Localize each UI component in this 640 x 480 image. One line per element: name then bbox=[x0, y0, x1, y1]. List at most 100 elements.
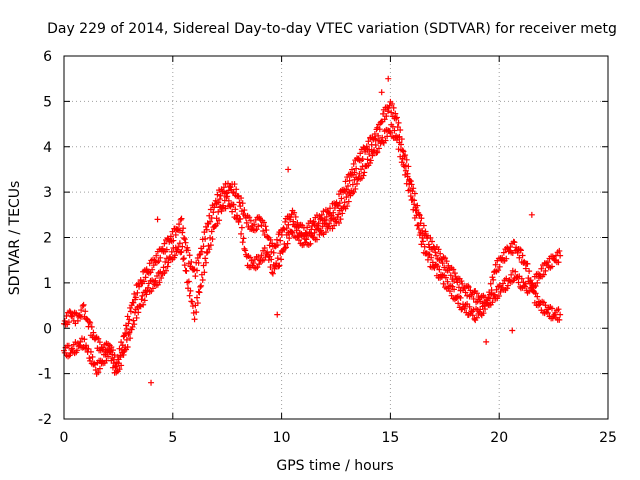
data-point bbox=[140, 301, 147, 308]
data-point bbox=[202, 259, 209, 266]
data-point bbox=[349, 181, 356, 188]
data-point bbox=[433, 252, 440, 259]
data-point bbox=[194, 300, 201, 307]
data-point bbox=[407, 178, 414, 185]
data-point bbox=[185, 278, 192, 285]
data-point bbox=[486, 295, 493, 302]
data-point bbox=[315, 220, 322, 227]
x-axis-label: GPS time / hours bbox=[276, 458, 393, 474]
data-point bbox=[86, 355, 93, 362]
data-point bbox=[195, 288, 202, 295]
data-point bbox=[107, 348, 114, 355]
data-point bbox=[420, 238, 427, 245]
data-point bbox=[482, 306, 489, 313]
data-point bbox=[398, 136, 405, 143]
data-point bbox=[500, 280, 507, 287]
data-point bbox=[231, 181, 238, 188]
data-point bbox=[311, 229, 318, 236]
data-point bbox=[469, 312, 476, 319]
data-point bbox=[195, 259, 202, 266]
data-point bbox=[270, 249, 277, 256]
data-point bbox=[187, 287, 194, 294]
data-point bbox=[276, 262, 283, 269]
data-point bbox=[526, 268, 533, 275]
data-point bbox=[424, 256, 431, 263]
data-point bbox=[241, 207, 248, 214]
data-point bbox=[87, 348, 94, 355]
data-point bbox=[116, 366, 123, 373]
data-point bbox=[167, 233, 174, 240]
data-point bbox=[269, 269, 276, 276]
data-point bbox=[65, 342, 72, 349]
data-point bbox=[544, 309, 551, 316]
data-point bbox=[351, 169, 358, 176]
data-point bbox=[542, 302, 549, 309]
data-point bbox=[232, 206, 239, 213]
data-point bbox=[323, 213, 330, 220]
y-tick-label: 0 bbox=[43, 321, 52, 337]
data-point bbox=[450, 266, 457, 273]
data-point bbox=[189, 298, 196, 305]
data-point bbox=[415, 221, 422, 228]
data-point bbox=[514, 249, 521, 256]
data-point bbox=[492, 261, 499, 268]
outlier-point bbox=[143, 266, 150, 273]
data-point bbox=[91, 360, 98, 367]
data-point bbox=[211, 204, 218, 211]
data-point bbox=[406, 181, 413, 188]
data-point bbox=[197, 283, 204, 290]
data-point bbox=[194, 267, 201, 274]
data-point bbox=[519, 252, 526, 259]
data-point bbox=[490, 276, 497, 283]
data-point bbox=[318, 211, 325, 218]
data-point bbox=[413, 212, 420, 219]
data-point bbox=[186, 292, 193, 299]
data-point bbox=[172, 231, 179, 238]
data-point bbox=[239, 200, 246, 207]
data-point bbox=[544, 259, 551, 266]
data-point bbox=[345, 198, 352, 205]
data-point bbox=[517, 247, 524, 254]
data-point bbox=[124, 313, 131, 320]
data-point bbox=[239, 239, 246, 246]
data-point bbox=[389, 123, 396, 130]
data-point bbox=[435, 246, 442, 253]
data-point bbox=[418, 215, 425, 222]
data-point bbox=[79, 302, 86, 309]
data-point bbox=[215, 208, 222, 215]
data-point bbox=[126, 329, 133, 336]
data-point bbox=[87, 319, 94, 326]
data-point bbox=[255, 253, 262, 260]
data-point bbox=[364, 156, 371, 163]
data-point bbox=[534, 293, 541, 300]
data-point bbox=[371, 131, 378, 138]
data-point bbox=[180, 255, 187, 262]
data-point bbox=[96, 339, 103, 346]
y-tick-label: 4 bbox=[43, 140, 52, 156]
data-point bbox=[203, 249, 210, 256]
data-point bbox=[170, 237, 177, 244]
data-point bbox=[193, 309, 200, 316]
data-point bbox=[401, 163, 408, 170]
data-point bbox=[96, 365, 103, 372]
data-point bbox=[161, 240, 168, 247]
data-point bbox=[411, 190, 418, 197]
data-point bbox=[178, 215, 185, 222]
data-point bbox=[182, 239, 189, 246]
data-point bbox=[294, 219, 301, 226]
data-point bbox=[216, 217, 223, 224]
data-point bbox=[528, 284, 535, 291]
data-point bbox=[179, 229, 186, 236]
data-point bbox=[442, 274, 449, 281]
data-point bbox=[527, 277, 534, 284]
data-point bbox=[556, 247, 563, 254]
data-point bbox=[263, 227, 270, 234]
data-point bbox=[181, 262, 188, 269]
data-point bbox=[135, 309, 142, 316]
data-point bbox=[191, 316, 198, 323]
data-point bbox=[489, 299, 496, 306]
data-point bbox=[112, 363, 119, 370]
data-point bbox=[466, 303, 473, 310]
outlier-point bbox=[509, 327, 516, 334]
data-point bbox=[352, 185, 359, 192]
